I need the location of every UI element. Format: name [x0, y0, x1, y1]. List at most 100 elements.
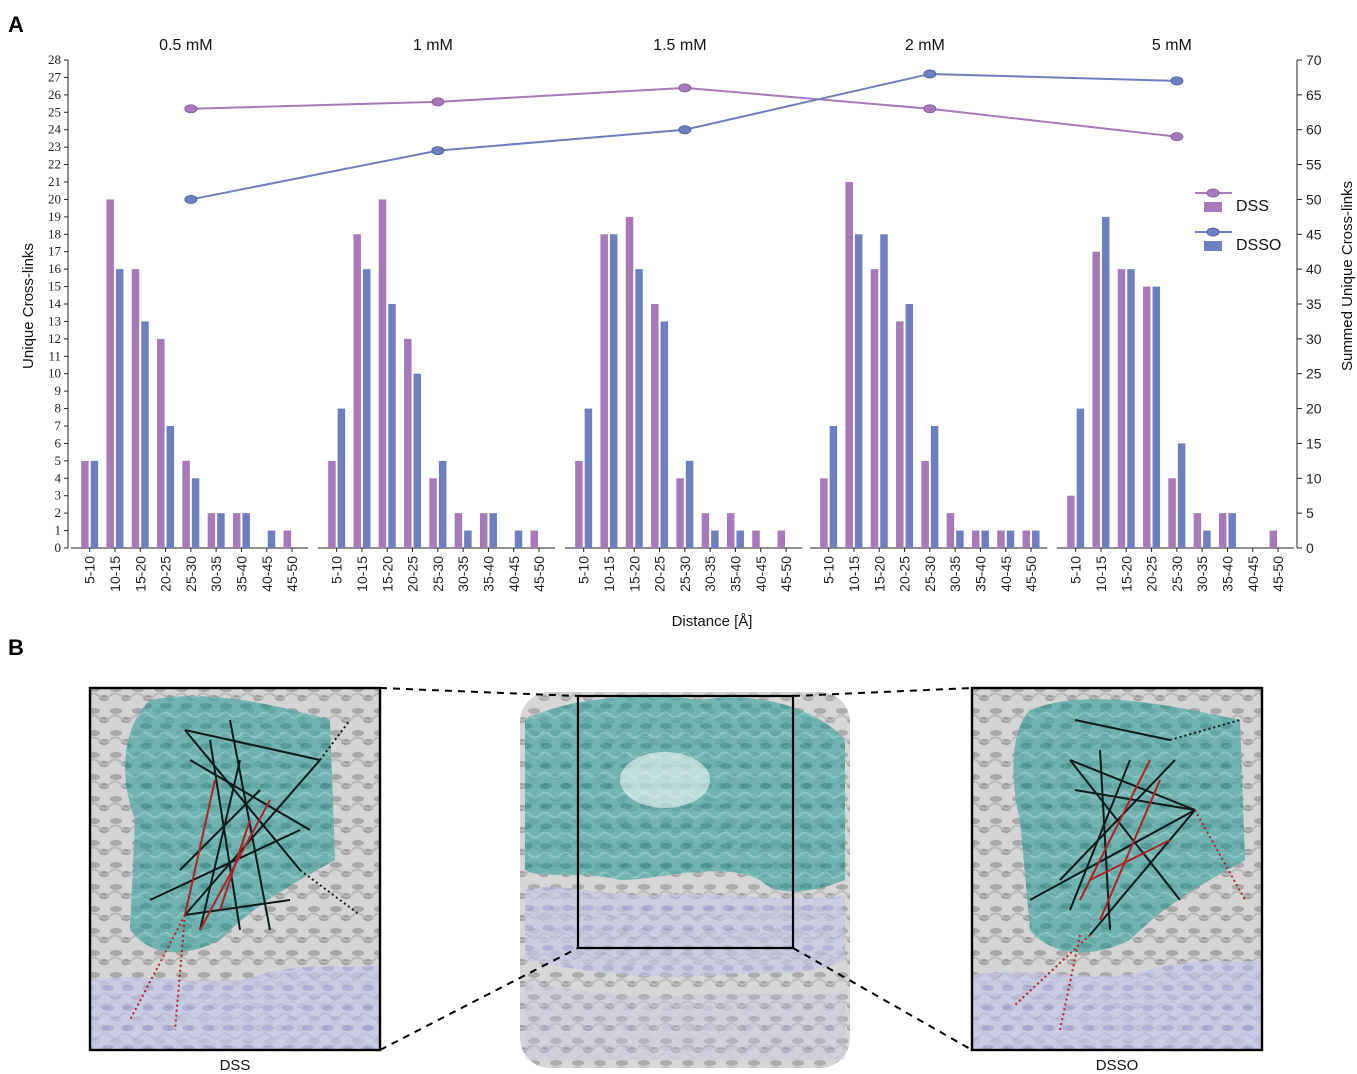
dsso-inset-frame: [970, 686, 1264, 1052]
bar-group: 1 mM 5-10 10-15 15-20 20-25 25-30 30-35 35-40 40…: [318, 37, 556, 592]
y-tick-label: 28: [48, 52, 61, 67]
bar-dss: [1269, 530, 1278, 548]
bar-dss: [1193, 513, 1202, 548]
y-tick-label: 9: [55, 383, 62, 398]
bar-group: 2 mM 5-10 10-15 15-20 20-25 25-30 30-35 35-40 40…: [810, 37, 1048, 592]
dsso-caption: DSSO: [1096, 1057, 1139, 1074]
x-tick-label: 35-40: [727, 556, 743, 592]
bar-dss: [157, 338, 165, 548]
bar-dss: [651, 304, 659, 548]
summed-point-dsso: [678, 125, 692, 135]
dss-inset-frame: [88, 686, 382, 1052]
y-tick-label: 8: [55, 401, 62, 416]
x-tick-label: 20-25: [652, 556, 668, 592]
bar-dss: [207, 513, 216, 548]
x-tick-label: 10-15: [1093, 556, 1109, 592]
bar-dss: [1092, 251, 1100, 548]
y2-tick-label: 35: [1306, 296, 1322, 312]
bar-dss: [1218, 513, 1227, 548]
legend-dss-label: DSS: [1236, 198, 1269, 215]
legend-dss-marker: [1206, 188, 1220, 198]
dsso-crosslinks: [1014, 719, 1246, 1031]
bar-dss: [701, 513, 710, 548]
x-tick-label: 10-15: [107, 556, 123, 592]
x-tick-label: 10-15: [354, 556, 370, 592]
bar-dsso: [362, 269, 371, 548]
x-tick-label: 45-50: [778, 556, 794, 592]
y-tick-label: 25: [48, 104, 61, 119]
bar-dss: [283, 530, 292, 548]
bar-dss: [676, 478, 684, 548]
summed-point-dsso: [431, 146, 445, 156]
x-tick-label: 30-35: [947, 556, 963, 592]
bar-dsso: [464, 530, 472, 548]
bar-dss: [106, 199, 114, 548]
bar-dss: [353, 234, 361, 549]
bar-dsso: [1006, 530, 1015, 548]
legend-dsso-marker: [1206, 227, 1220, 237]
x-tick-label: 40-45: [259, 556, 275, 592]
y-tick-label: 27: [48, 69, 62, 84]
y-tick-label: 11: [48, 348, 61, 363]
y-tick-label: 10: [48, 366, 61, 381]
x-tick-label: 25-30: [922, 556, 938, 592]
x-tick-label: 20-25: [897, 556, 913, 592]
bar-dss: [600, 234, 608, 549]
y2-tick-label: 65: [1306, 87, 1322, 103]
x-tick-label: 45-50: [1023, 556, 1039, 592]
bar-dss: [429, 478, 437, 548]
dss-caption: DSS: [220, 1057, 251, 1074]
bar-dss: [1168, 478, 1176, 548]
bar-dsso: [242, 513, 250, 548]
panel-a-label: A: [8, 12, 24, 37]
y2-tick-label: 10: [1306, 470, 1322, 486]
bar-dss: [81, 460, 89, 548]
x-tick-label: 35-40: [480, 556, 496, 592]
y2-tick-label: 30: [1306, 331, 1322, 347]
bar-dss: [1022, 530, 1031, 548]
panel-b-label: B: [8, 635, 24, 660]
y-tick-label: 3: [55, 488, 62, 503]
bar-dss: [378, 199, 387, 548]
bar-dss: [997, 530, 1005, 548]
bar-dsso: [1076, 408, 1085, 548]
bar-dss: [946, 513, 955, 548]
x-tick-label: 30-35: [702, 556, 718, 592]
y-tick-label: 5: [55, 453, 62, 468]
bar-dsso: [1032, 530, 1040, 548]
dss-inset-image: [88, 686, 382, 1052]
bar-dss: [131, 269, 140, 548]
bar-dsso: [1127, 269, 1135, 548]
y-tick-label: 17: [48, 244, 62, 259]
legend-dsso-swatch: [1204, 241, 1222, 251]
bar-dsso: [413, 373, 422, 548]
bar-dsso: [660, 321, 669, 548]
x-tick-label: 25-30: [677, 556, 693, 592]
bar-dsso: [854, 234, 863, 549]
y-tick-label: 7: [55, 418, 62, 433]
summed-point-dsso: [923, 69, 937, 79]
x-tick-label: 15-20: [132, 556, 148, 592]
bar-dss: [454, 513, 463, 548]
bar-dsso: [905, 304, 914, 548]
x-tick-label: 10-15: [601, 556, 617, 592]
bar-dss: [232, 513, 241, 548]
group-title: 5 mM: [1152, 37, 1192, 54]
bar-dss: [921, 460, 929, 548]
x-tick-label: 40-45: [998, 556, 1014, 592]
bar-dsso: [956, 530, 964, 548]
group-title: 1 mM: [413, 37, 453, 54]
y-tick-label: 16: [48, 261, 62, 276]
bar-dss: [182, 460, 190, 548]
bar-dsso: [1152, 286, 1161, 548]
legend: DSS DSSO: [1195, 188, 1281, 254]
bar-dsso: [141, 321, 149, 548]
bar-dsso: [1203, 530, 1211, 548]
bar-dsso: [711, 530, 719, 548]
summed-point-dss: [923, 104, 937, 114]
y2-tick-label: 50: [1306, 191, 1322, 207]
bar-dsso: [609, 234, 618, 549]
x-axis-title: Distance [Å]: [672, 613, 753, 630]
legend-dsso-label: DSSO: [1236, 237, 1281, 254]
